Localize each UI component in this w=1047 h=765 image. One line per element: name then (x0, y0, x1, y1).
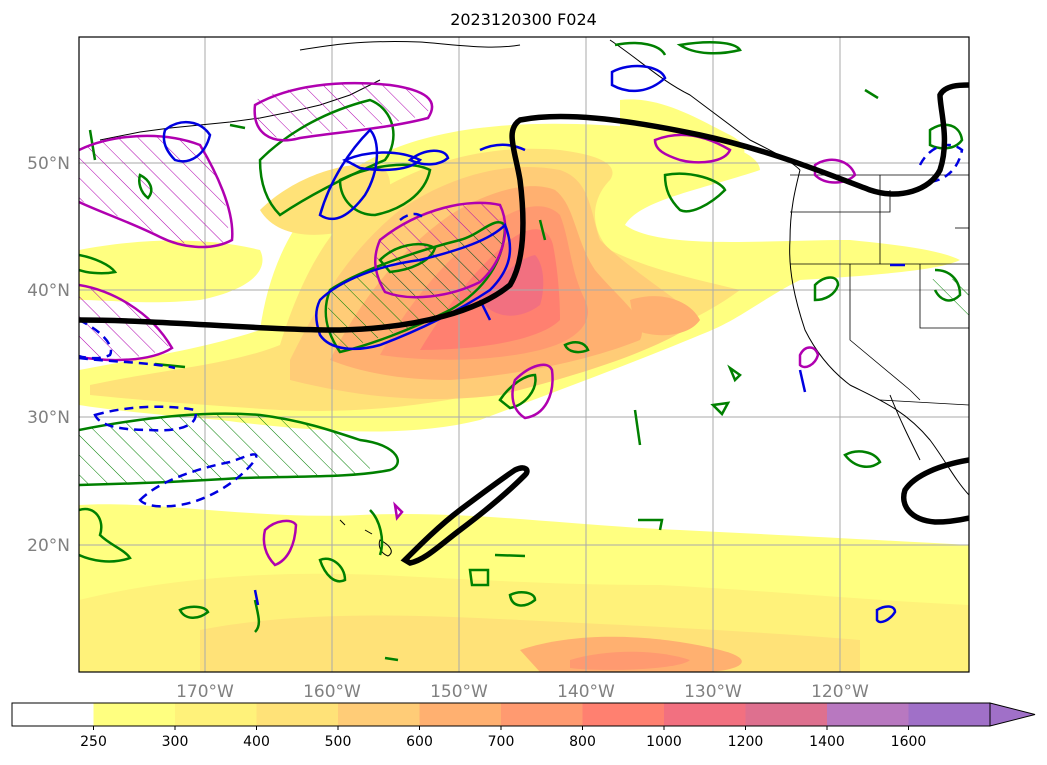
colorbar-tick-label: 1600 (891, 734, 927, 750)
map-frame (78, 36, 970, 673)
colorbar-tick-label: 1000 (646, 734, 682, 750)
lon-label-160w: 160°W (303, 682, 361, 702)
colorbar-segment (827, 703, 909, 726)
green-contours (79, 41, 964, 662)
colorbar-segment (338, 703, 420, 726)
colorbar-tick-label: 250 (80, 734, 107, 750)
lat-label-20: 20°N (27, 536, 70, 556)
colorbar-tick-label: 1200 (728, 734, 764, 750)
colorbar-segment (93, 703, 176, 726)
colorbar-segment (419, 703, 502, 726)
latitude-labels: 50°N 40°N 30°N 20°N (27, 154, 70, 556)
colorbar-tick-label: 300 (162, 734, 189, 750)
lon-label-150w: 150°W (430, 682, 488, 702)
lat-label-50: 50°N (27, 154, 70, 174)
colorbar: 250 300 400 500 600 700 800 1000 1200 1400 1600 (11, 702, 1036, 750)
lon-label-130w: 130°W (684, 682, 742, 702)
colorbar-tick-label: 600 (406, 734, 433, 750)
colorbar-tick-label: 500 (325, 734, 352, 750)
colorbar-segment (256, 703, 339, 726)
colorbar-tick-label: 400 (243, 734, 270, 750)
colorbar-extend-arrow (989, 702, 1036, 727)
colorbar-segment (501, 703, 583, 726)
political-borders (790, 174, 969, 406)
longitude-labels: 170°W 160°W 150°W 140°W 130°W 120°W (176, 682, 869, 702)
map-title: 2023120300 F024 (450, 10, 597, 29)
blue-contours (162, 64, 905, 624)
lon-label-140w: 140°W (557, 682, 615, 702)
lon-label-170w: 170°W (176, 682, 234, 702)
colorbar-segment (745, 703, 828, 726)
colorbar-tick-label: 700 (488, 734, 515, 750)
lon-label-120w: 120°W (811, 682, 869, 702)
colorbar-tick-label: 800 (569, 734, 596, 750)
colorbar-tick-label: 1400 (809, 734, 845, 750)
colorbar-segment (175, 703, 257, 726)
graticule (79, 37, 969, 672)
colorbar-segment (664, 703, 746, 726)
colorbar-segment (908, 703, 991, 726)
black-thick-contours (79, 82, 969, 566)
lat-label-30: 30°N (27, 408, 70, 428)
magenta-contours (79, 81, 857, 567)
colorbar-segment (582, 703, 665, 726)
hatched-regions (79, 83, 969, 485)
lat-label-40: 40°N (27, 281, 70, 301)
blue-dashed-contours (79, 143, 964, 508)
colorbar-segment (12, 703, 94, 726)
